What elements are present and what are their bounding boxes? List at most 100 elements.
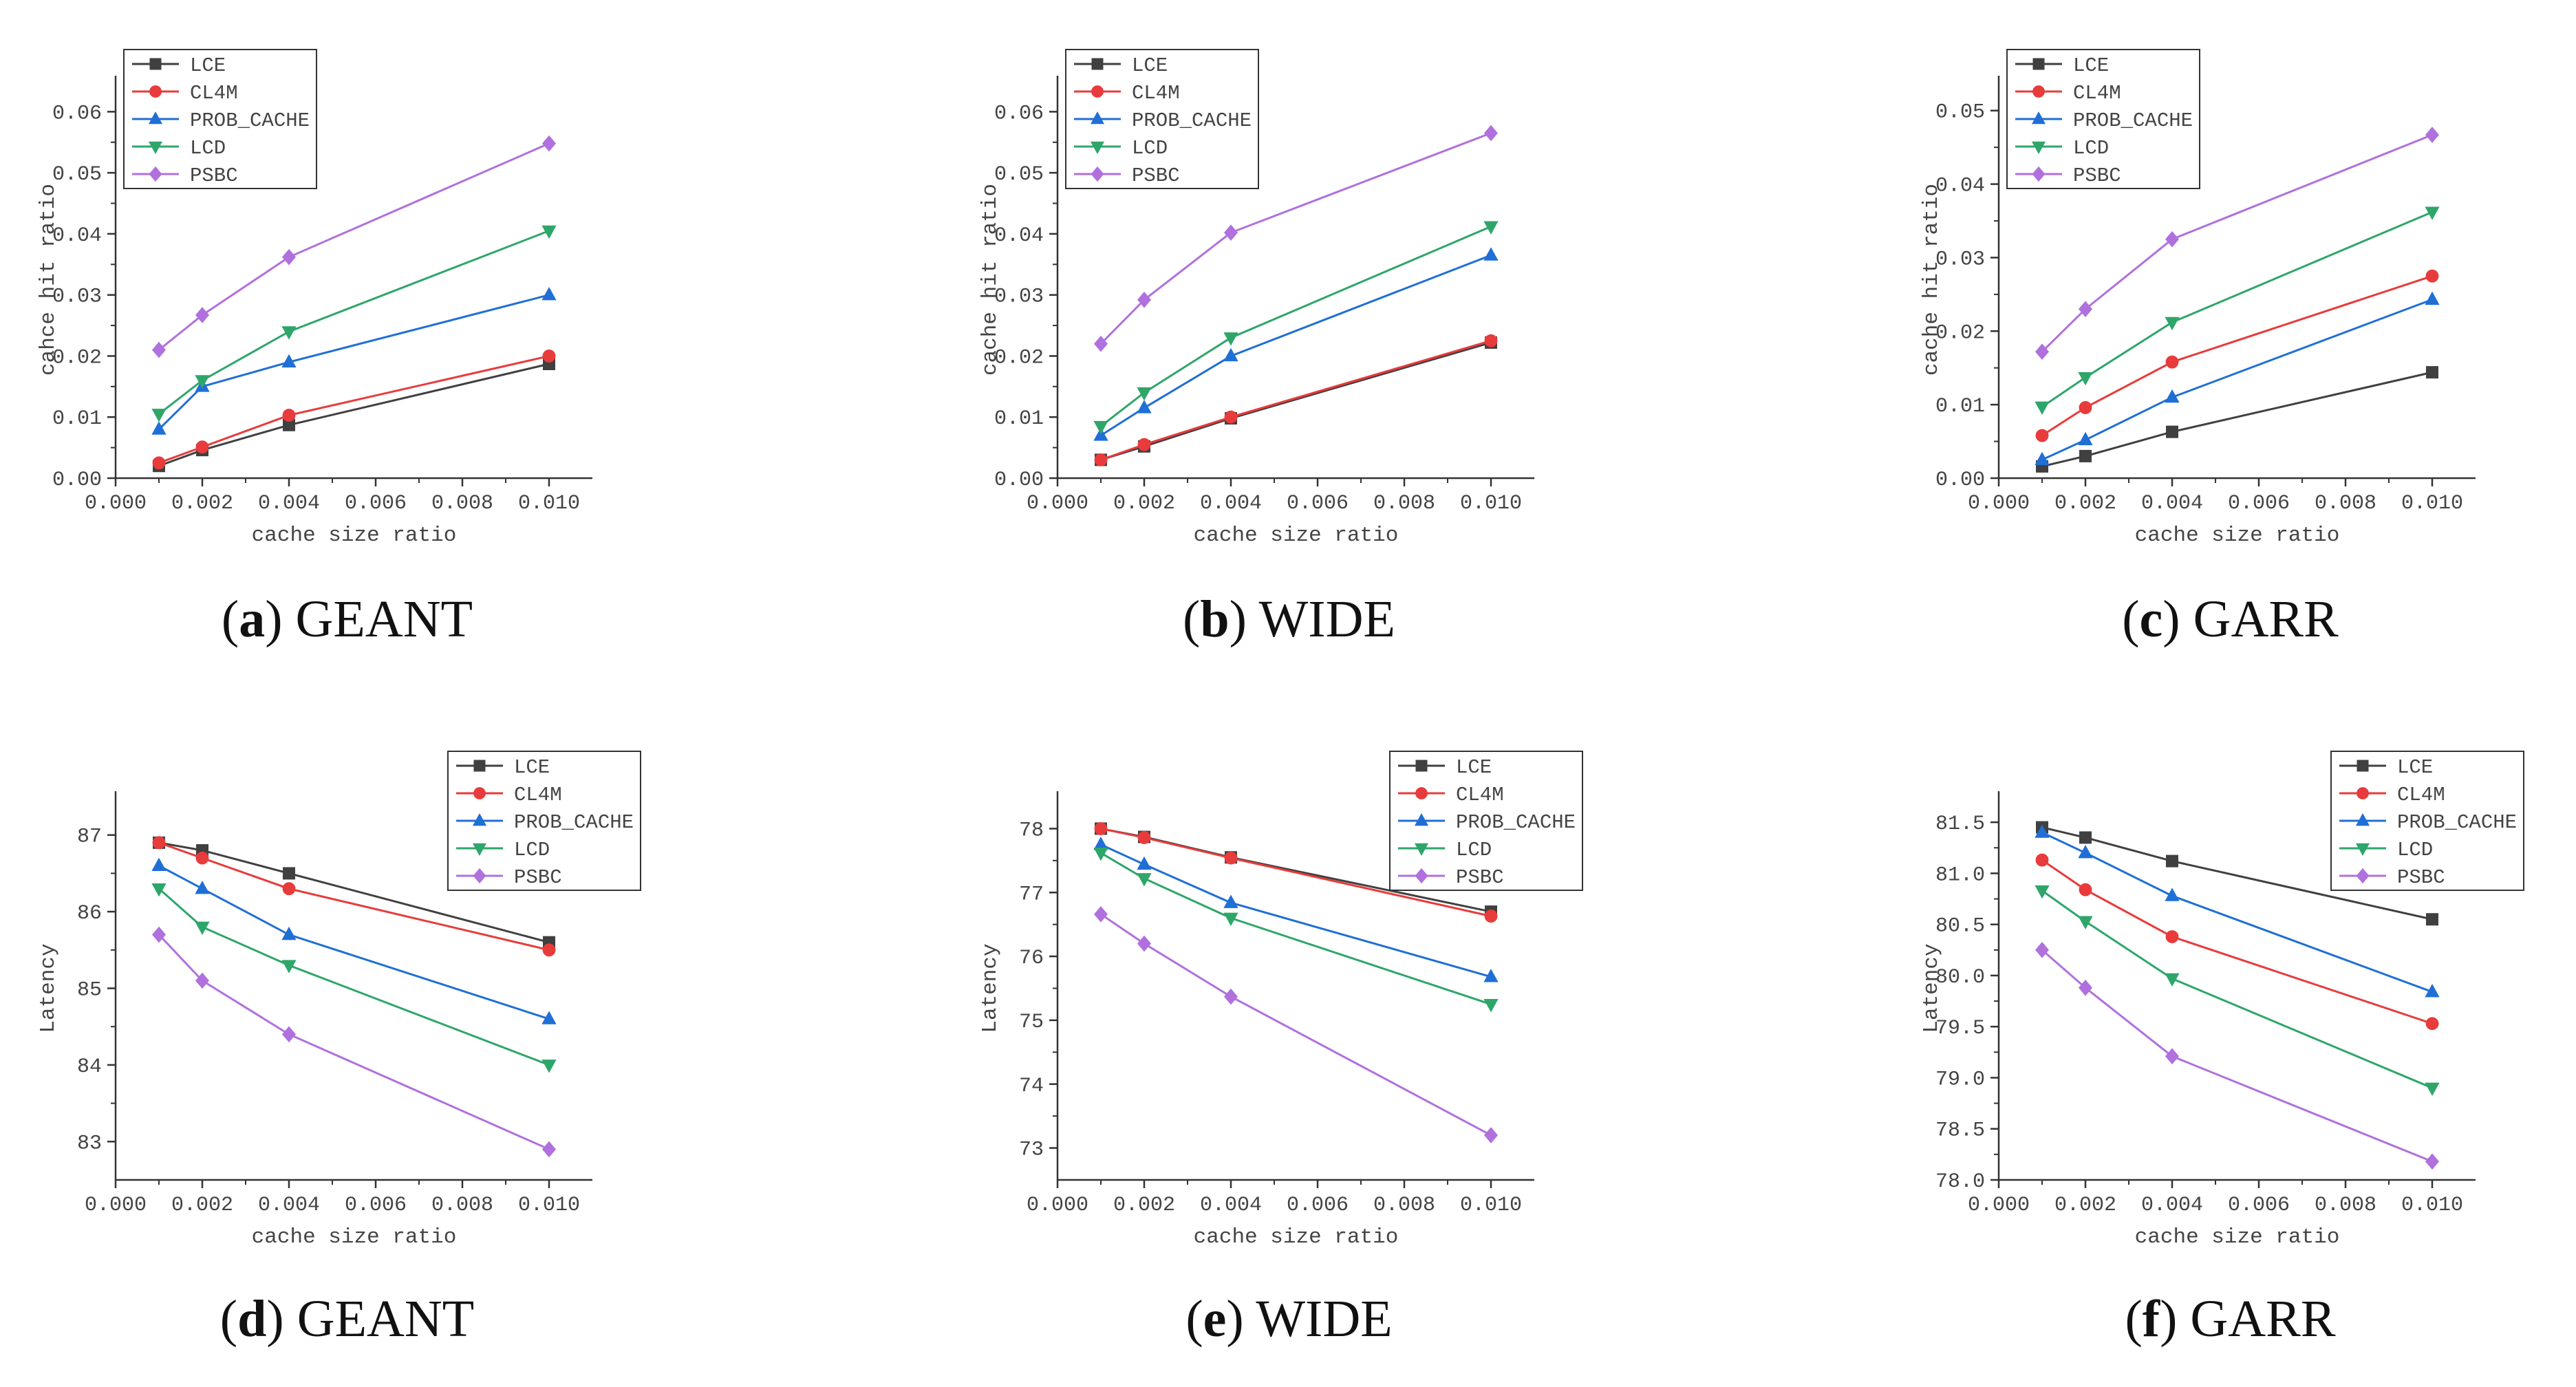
data-point [1137, 438, 1151, 451]
series-line [2041, 275, 2433, 437]
data-point [2165, 888, 2180, 901]
caption-close-paren: ) [266, 1290, 297, 1348]
legend-item: PROB_CACHE [1398, 811, 1576, 834]
data-point [2079, 449, 2092, 462]
y-tick-label: 0.00 [994, 469, 1044, 492]
x-axis-label: cache size ratio [1194, 1225, 1399, 1249]
legend-label: CL4M [1132, 82, 1180, 105]
x-tick-label: 0.002 [1113, 492, 1175, 515]
data-point [2165, 316, 2180, 331]
legend-item: LCE [132, 54, 226, 77]
panel-caption: (c) GARR [2122, 590, 2339, 648]
series-cl4m [1094, 334, 1498, 466]
y-tick-label: 74 [1019, 1075, 1044, 1098]
series-line [158, 841, 550, 951]
legend-label: LCD [2397, 839, 2433, 861]
data-point [1093, 847, 1108, 861]
caption-close-paren: ) [265, 590, 295, 648]
data-point [2078, 979, 2093, 996]
series-lcd [1093, 221, 1499, 435]
series-prob-cache [2035, 291, 2440, 466]
series-cl4m [2035, 269, 2439, 442]
series-cl4m [2035, 853, 2439, 1031]
y-tick-label: 85 [77, 979, 102, 1002]
legend-item: CL4M [2339, 784, 2445, 806]
series-lcd [1093, 847, 1499, 1013]
data-point [2425, 1082, 2440, 1096]
data-point [1093, 905, 1108, 923]
series-line [2041, 371, 2433, 468]
x-tick-label: 0.004 [2141, 1194, 2203, 1217]
legend-marker [2355, 813, 2370, 826]
y-tick-label: 0.02 [994, 346, 1044, 369]
data-point [195, 375, 210, 389]
x-tick-label: 0.008 [431, 1194, 493, 1217]
legend-marker [473, 787, 486, 799]
data-point [2078, 845, 2093, 859]
data-point [1483, 1127, 1499, 1143]
data-point [151, 883, 167, 897]
series-line [1100, 341, 1492, 461]
x-tick-label: 0.006 [345, 492, 407, 515]
legend-label: PROB_CACHE [190, 109, 310, 132]
y-tick-label: 0.06 [52, 102, 102, 125]
caption-open-paren: ( [2122, 590, 2139, 648]
x-tick-label: 0.004 [2141, 492, 2203, 515]
y-tick-label: 0.04 [994, 224, 1044, 248]
x-tick-label: 0.004 [258, 1194, 320, 1217]
series-line [2041, 949, 2433, 1163]
legend-label: CL4M [2073, 82, 2121, 105]
legend-label: PSBC [514, 866, 562, 889]
legend-marker [1415, 760, 1428, 772]
data-point [2078, 431, 2093, 446]
x-axis-label: cache size ratio [1194, 524, 1399, 548]
data-point [2078, 372, 2093, 386]
legend-marker [2355, 843, 2370, 857]
legend-label: PROB_CACHE [2073, 109, 2193, 132]
data-point [283, 867, 295, 880]
y-tick-label: 0.04 [1935, 175, 1985, 198]
x-tick-label: 0.008 [2315, 492, 2376, 515]
data-point [1223, 332, 1238, 346]
caption-letter: f [2143, 1290, 2161, 1348]
data-point [2035, 451, 2050, 466]
data-point [152, 836, 166, 850]
data-point [282, 409, 296, 422]
x-tick-label: 0.010 [1460, 492, 1522, 515]
y-tick-label: 86 [77, 902, 102, 925]
legend-label: LCD [514, 839, 550, 861]
series-psbc [1093, 125, 1499, 352]
legend-marker [2032, 85, 2045, 98]
caption-letter: c [2140, 590, 2163, 648]
series-lcd [151, 883, 557, 1073]
legend-item: PROB_CACHE [456, 811, 634, 834]
y-tick-label: 0.05 [994, 163, 1044, 186]
legend-label: PROB_CACHE [1132, 109, 1252, 132]
x-tick-label: 0.008 [1373, 1194, 1435, 1217]
data-point [1223, 988, 1238, 1005]
data-point [1093, 420, 1108, 435]
data-point [541, 287, 557, 301]
legend-item: LCE [2339, 756, 2433, 779]
data-point [542, 943, 556, 957]
legend-item: CL4M [456, 784, 562, 806]
data-point [2165, 930, 2179, 943]
legend-item: PSBC [456, 866, 562, 889]
data-point [541, 225, 557, 239]
legend-label: CL4M [190, 82, 238, 105]
data-point [2166, 854, 2178, 868]
data-point [281, 248, 297, 266]
series-psbc [2035, 941, 2440, 1170]
panel-caption: (b) WIDE [1183, 590, 1395, 648]
chart-panel-a: 0.000 0.002 0.004 0.006 0.008 0.010 0.00 0.01 0.… [36, 49, 592, 648]
data-point [2425, 269, 2439, 283]
data-point [281, 1026, 297, 1043]
y-tick-label: 0.04 [52, 224, 102, 248]
legend-label: PSBC [1456, 866, 1504, 889]
y-tick-label: 0.02 [1935, 321, 1985, 345]
legend-marker [1090, 111, 1105, 125]
series-line [1099, 132, 1492, 345]
panel-caption: (d) GEANT [220, 1290, 474, 1348]
panel-caption: (f) GARR [2125, 1290, 2335, 1348]
data-point [1137, 873, 1152, 887]
